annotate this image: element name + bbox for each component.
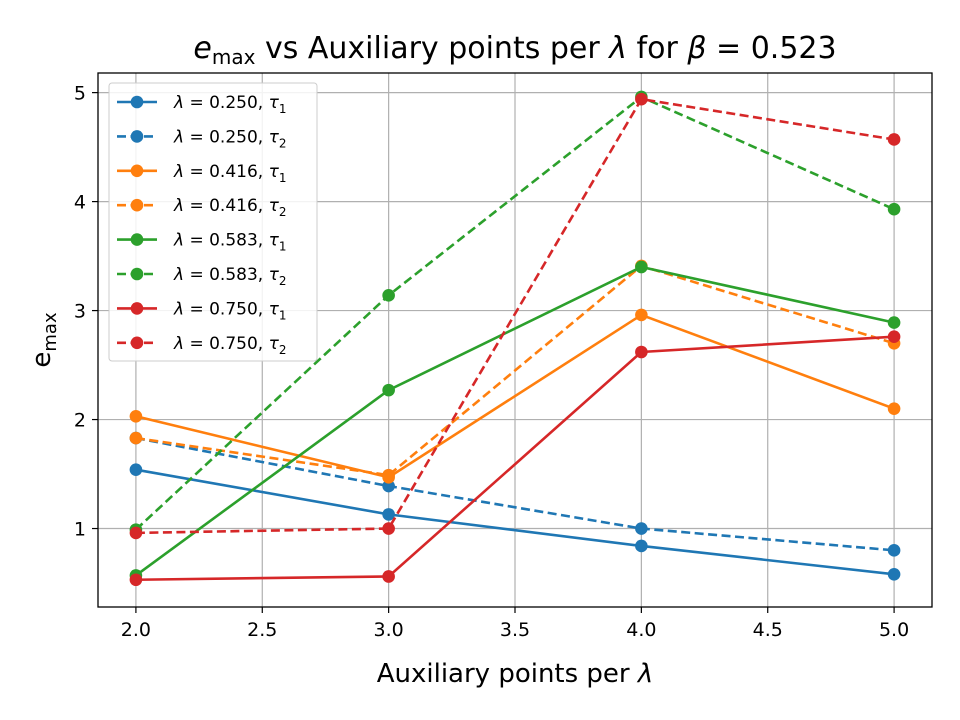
series-group <box>129 90 901 587</box>
series-point <box>635 345 648 359</box>
legend-box <box>108 82 318 362</box>
y-axis-label-sub: max <box>40 312 61 352</box>
series-line <box>135 264 895 477</box>
svg-text:emax vs Auxiliary points per λ: emax vs Auxiliary points per λ for β = 0… <box>193 31 836 69</box>
series-8 <box>129 92 901 540</box>
legend-marker <box>130 267 144 281</box>
series-point <box>382 522 395 535</box>
series-point <box>382 289 395 302</box>
x-axis-label-text: Auxiliary points per <box>377 659 638 689</box>
series-line <box>135 468 895 576</box>
series-point <box>382 383 395 397</box>
x-axis-label: Auxiliary points per λ <box>377 659 654 689</box>
legend-marker <box>130 95 144 109</box>
y-axis-label: emax <box>27 312 61 368</box>
title-lambda: λ <box>607 31 627 66</box>
legend-label: λ = 0.250, τ1 <box>173 93 286 116</box>
svg-text:Auxiliary points per λ: Auxiliary points per λ <box>377 659 654 689</box>
series-line <box>135 436 895 552</box>
x-tick-label: 4.0 <box>626 619 656 641</box>
legend-label: λ = 0.750, τ1 <box>173 299 286 322</box>
series-point <box>887 330 901 344</box>
series-point <box>129 526 143 540</box>
legend-marker <box>130 164 144 178</box>
x-axis-label-lambda: λ <box>636 659 653 689</box>
series-point <box>635 539 648 553</box>
series-point <box>129 573 143 587</box>
series-point <box>382 508 395 521</box>
legend-marker <box>130 130 144 143</box>
ticks: 2.0 2.5 3.0 3.5 4.0 4.5 5.0 1 2 3 4 5 <box>74 83 909 641</box>
legend-item: λ = 0.250, τ1 <box>117 93 286 116</box>
legend-item: λ = 0.416, τ1 <box>117 162 286 185</box>
series-point <box>887 402 901 415</box>
title-rest: vs Auxiliary points per <box>255 31 609 66</box>
x-tick-label: 3.5 <box>500 619 530 641</box>
series-point <box>382 468 395 482</box>
legend-item: λ = 0.750, τ2 <box>117 334 286 357</box>
legend: λ = 0.250, τ1 λ = 0.250, τ2 λ = 0.416, τ1 λ… <box>108 82 318 362</box>
series-1 <box>129 463 901 581</box>
svg-text:emax: emax <box>27 312 61 368</box>
title-sub: max <box>212 45 256 69</box>
series-line <box>135 335 895 582</box>
legend-marker <box>130 233 144 246</box>
x-tick-label: 5.0 <box>879 619 909 641</box>
y-tick-label: 5 <box>74 83 86 105</box>
legend-marker <box>130 336 144 350</box>
legend-label: λ = 0.250, τ2 <box>173 127 286 150</box>
series-line <box>135 313 895 479</box>
series-point <box>887 202 901 216</box>
series-line <box>135 265 895 577</box>
title-value: = 0.523 <box>707 31 837 66</box>
legend-marker <box>130 302 144 315</box>
y-tick-label: 2 <box>74 410 86 432</box>
title-beta: β <box>686 31 706 66</box>
series-point <box>635 260 648 274</box>
series-line <box>135 95 895 531</box>
x-tick-label: 2.0 <box>121 619 151 641</box>
y-tick-label: 4 <box>74 192 86 214</box>
legend-item: λ = 0.416, τ2 <box>117 196 286 219</box>
series-point <box>635 522 648 535</box>
series-line <box>135 97 895 535</box>
legend-marker <box>130 198 144 212</box>
title-main: e <box>193 31 211 66</box>
legend-label: λ = 0.416, τ1 <box>173 162 286 185</box>
x-tick-label: 2.5 <box>247 619 277 641</box>
series-point <box>382 570 395 583</box>
y-axis-label-main: e <box>27 352 57 368</box>
series-7 <box>129 330 901 587</box>
series-point <box>887 568 901 581</box>
series-point <box>887 544 901 557</box>
y-tick-label: 3 <box>74 301 86 323</box>
x-tick-label: 3.0 <box>374 619 404 641</box>
legend-item: λ = 0.583, τ2 <box>117 265 286 288</box>
legend-label: λ = 0.583, τ1 <box>173 231 286 254</box>
series-point <box>887 316 901 329</box>
legend-item: λ = 0.250, τ2 <box>117 127 286 150</box>
legend-label: λ = 0.583, τ2 <box>173 265 286 288</box>
legend-item: λ = 0.583, τ1 <box>117 231 286 254</box>
series-point <box>129 431 143 445</box>
title-for: for <box>627 31 687 66</box>
series-point <box>635 308 648 322</box>
series-point <box>382 479 395 493</box>
series-point <box>129 409 143 423</box>
series-point <box>635 92 648 106</box>
title: emax vs Auxiliary points per λ for β = 0… <box>193 31 836 69</box>
series-point <box>887 133 901 146</box>
legend-label: λ = 0.416, τ2 <box>173 196 286 219</box>
y-tick-label: 1 <box>74 519 86 541</box>
x-tick-label: 4.5 <box>753 619 783 641</box>
legend-label: λ = 0.750, τ2 <box>173 334 286 357</box>
series-point <box>129 463 143 476</box>
legend-item: λ = 0.750, τ1 <box>117 299 286 322</box>
